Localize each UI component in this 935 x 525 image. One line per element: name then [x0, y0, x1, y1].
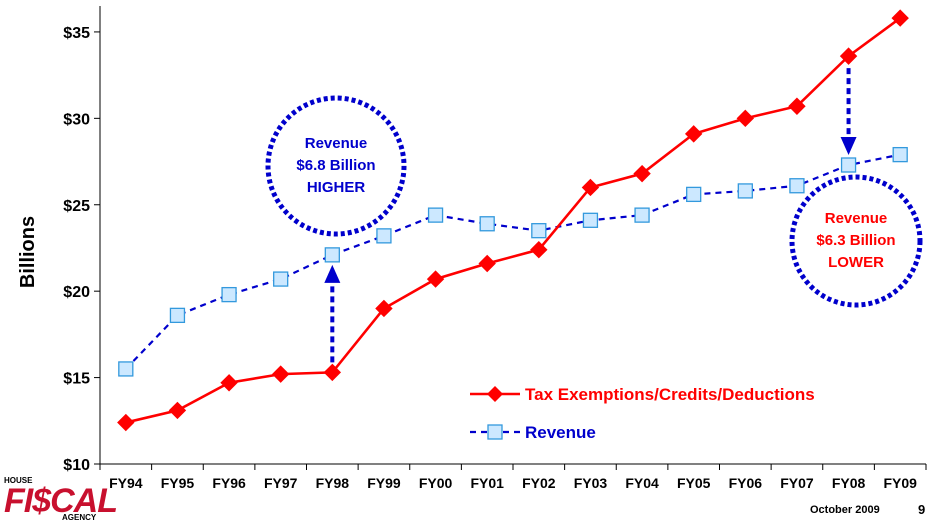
revenue-point: [582, 212, 599, 228]
x-tick-label: FY97: [264, 475, 298, 491]
legend-tax-marker: [487, 386, 503, 402]
x-tick-label: FY05: [677, 475, 711, 491]
tax-exemptions-point: [839, 47, 858, 65]
callout-text: HIGHER: [307, 179, 366, 196]
callout-text: Revenue: [305, 135, 368, 152]
y-tick-label: $15: [63, 371, 90, 388]
house-fiscal-agency-logo: HOUSE FI$CAL AGENCY: [4, 476, 154, 524]
revenue-point: [892, 146, 908, 163]
x-tick-label: FY01: [470, 475, 504, 491]
tax-exemptions-point: [684, 125, 703, 143]
gap-arrow-head: [324, 264, 341, 283]
x-tick-label: FY07: [780, 475, 814, 491]
revenue-line: [125, 153, 901, 370]
tax-exemptions-point: [323, 363, 342, 382]
tax-exemptions-point: [375, 299, 393, 318]
callout-text: $6.8 Billion: [296, 157, 375, 174]
tax-exemptions-point: [168, 401, 187, 420]
tax-exemptions-point: [581, 178, 600, 197]
revenue-point: [221, 286, 237, 303]
callout-circle: [789, 174, 923, 308]
x-tick-label: FY96: [212, 475, 246, 491]
callout-text: Revenue: [825, 210, 888, 227]
y-tick-label: $35: [63, 25, 90, 42]
gap-arrow-head: [840, 137, 857, 156]
x-tick-label: FY06: [729, 475, 763, 491]
callout-circle: [265, 95, 407, 237]
revenue-point: [531, 223, 547, 239]
y-tick-label: $30: [63, 111, 90, 128]
revenue-point: [169, 307, 186, 324]
chart-axes: [94, 6, 927, 470]
x-tick-label: FY08: [832, 475, 866, 491]
revenue-point: [273, 271, 289, 287]
logo-fiscal-text: FI$CAL: [4, 482, 118, 520]
x-tick-label: FY94: [109, 475, 143, 491]
callout-text: LOWER: [828, 254, 884, 271]
x-tick-label: FY98: [316, 475, 350, 491]
gap-arrows: [324, 68, 857, 363]
revenue-point: [118, 361, 134, 377]
x-tick-label: FY00: [419, 475, 453, 491]
series-tax-exemptions: [117, 9, 909, 432]
tax-exemptions-point: [633, 164, 651, 183]
footer-date: October 2009: [810, 504, 880, 516]
y-axis-label: Billions: [17, 216, 39, 288]
revenue-point: [634, 207, 650, 223]
y-tick-label: $10: [63, 457, 90, 474]
callouts: Revenue $6.8 Billion HIGHER Revenue $6.3 Bil…: [265, 95, 923, 308]
logo-house-text: HOUSE: [4, 476, 33, 485]
tax-exemptions-point: [478, 254, 496, 273]
x-tick-label: FY99: [367, 475, 401, 491]
page-number: 9: [918, 502, 926, 517]
x-tick-label: FY03: [574, 475, 608, 491]
x-tick-label: FY02: [522, 475, 556, 491]
tax-exemptions-point: [271, 365, 290, 383]
revenue-point: [789, 178, 805, 194]
callout-text: $6.3 Billion: [816, 232, 895, 249]
tax-exemptions-point: [220, 374, 238, 392]
revenue-point: [737, 183, 753, 199]
y-tick-labels: $10 $15 $20 $25 $30 $35: [63, 25, 90, 474]
revenue-point: [479, 216, 495, 232]
revenue-point: [840, 157, 857, 173]
revenue-point: [686, 186, 702, 203]
tax-exemptions-point: [788, 97, 806, 115]
tax-exemptions-point: [426, 270, 445, 288]
legend-tax-label: Tax Exemptions/Credits/Deductions: [525, 385, 815, 404]
revenue-point: [324, 247, 340, 263]
tax-exemptions-line: [125, 17, 901, 424]
tax-exemptions-point: [117, 413, 135, 432]
x-tick-label: FY04: [625, 475, 659, 491]
legend-revenue-label: Revenue: [525, 423, 596, 442]
x-tick-label: FY95: [161, 475, 195, 491]
y-tick-label: $25: [63, 198, 90, 215]
revenue-point: [427, 207, 444, 223]
y-tick-label: $20: [63, 284, 90, 301]
tax-exemptions-point: [530, 240, 548, 259]
x-tick-labels: FY94 FY95 FY96 FY97 FY98 FY99 FY00 FY01 FY02 FY03…: [109, 475, 917, 491]
tax-exemptions-point: [736, 109, 755, 128]
x-tick-label: FY09: [883, 475, 917, 491]
series-revenue: [118, 146, 908, 377]
revenue-point: [376, 228, 392, 244]
legend: Tax Exemptions/Credits/Deductions Revenue: [470, 385, 815, 442]
legend-revenue-marker: [487, 424, 503, 440]
logo-agency-text: AGENCY: [62, 513, 97, 522]
tax-exemptions-point: [891, 9, 909, 27]
